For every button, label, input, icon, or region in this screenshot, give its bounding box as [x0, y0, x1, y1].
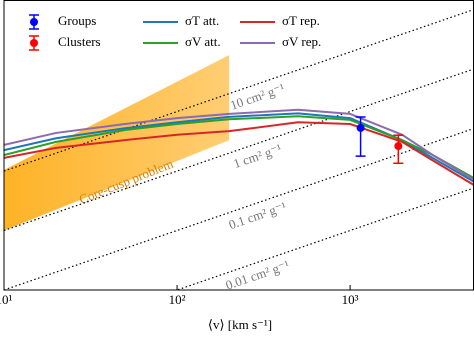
- data-point: [394, 142, 403, 151]
- series-line: [4, 112, 474, 183]
- legend-point: [30, 18, 38, 26]
- x-tick-label: 10¹: [0, 292, 13, 307]
- core-cusp-band: [4, 55, 230, 231]
- legend-label: σV att.: [185, 34, 221, 49]
- series-line: [4, 121, 474, 186]
- series-line: [4, 108, 474, 181]
- reference-line: [4, 68, 474, 232]
- legend-label: Groups: [58, 13, 96, 28]
- data-point: [356, 123, 365, 132]
- reference-line: [4, 8, 474, 172]
- x-tick-label: 10³: [342, 292, 359, 307]
- reference-line: [4, 127, 474, 290]
- legend-label: Clusters: [58, 34, 101, 49]
- legend-label: σT att.: [185, 13, 219, 28]
- x-tick-label: 10²: [169, 292, 186, 307]
- x-axis-label: ⟨v⟩ [km s⁻¹]: [208, 317, 272, 332]
- reference-label: 0.1 cm² g⁻¹: [227, 199, 289, 233]
- reference-line: [175, 187, 474, 290]
- legend-label: σT rep.: [282, 13, 320, 28]
- legend-label: σV rep.: [282, 34, 321, 49]
- reference-label: 1 cm² g⁻¹: [231, 141, 283, 171]
- reference-label: 10 cm² g⁻¹: [228, 80, 286, 113]
- series-line: [4, 115, 474, 179]
- legend-point: [30, 39, 38, 47]
